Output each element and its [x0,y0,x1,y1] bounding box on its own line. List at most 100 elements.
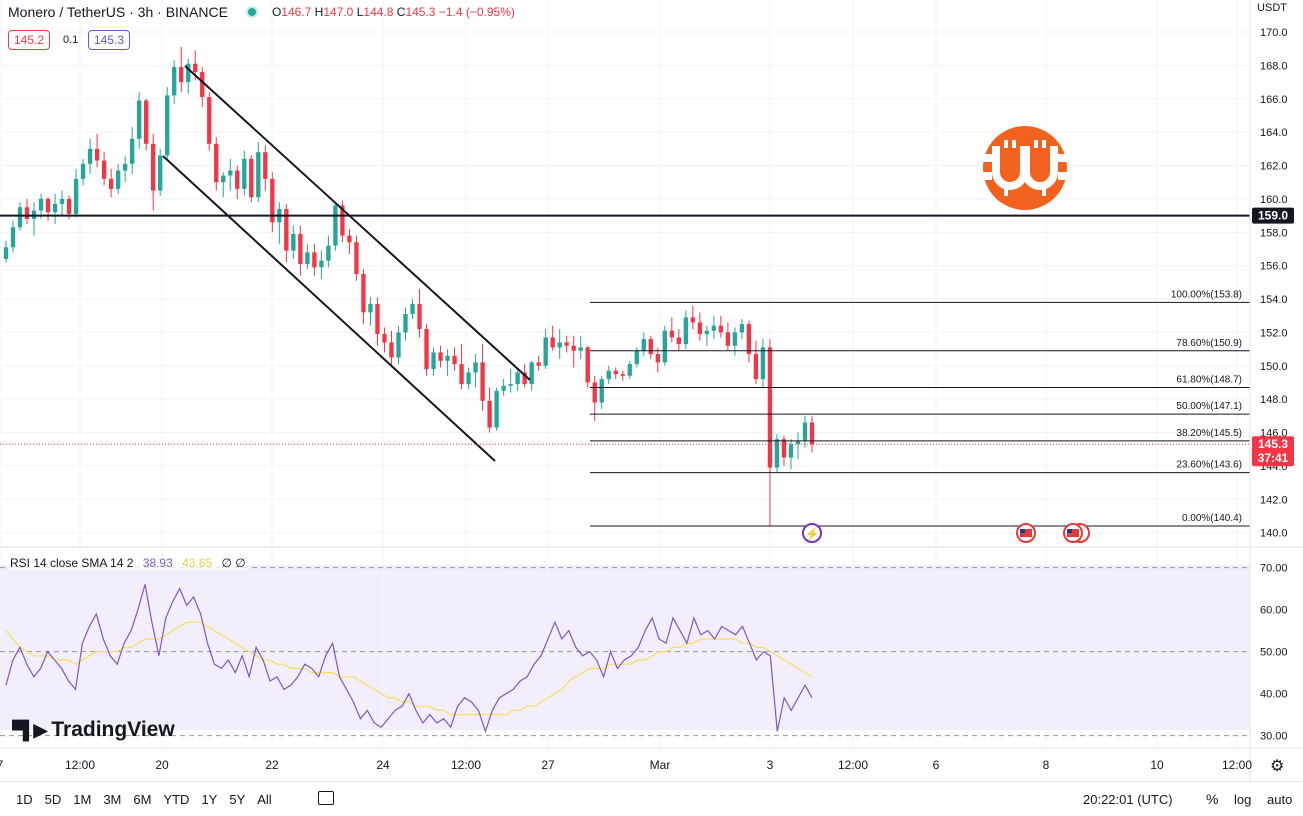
channel-upper-line[interactable] [184,65,531,381]
lightning-icon: ⚡ [805,527,820,541]
range-1m-button[interactable]: 1M [73,792,92,807]
rsi-tick-label: 50.00 [1260,647,1288,659]
candle-body [627,364,632,376]
price-tick-label: 142.0 [1260,494,1288,506]
log-scale-toggle[interactable]: log [1234,792,1252,807]
open-value: 146.7 [281,5,312,19]
price-tick-label: 148.0 [1260,394,1288,406]
tradingview-logo-text: TradingView [51,718,175,741]
ohlc-readout: O146.7 H147.0 L144.8 C145.3 −1.4 (−0.95%… [272,5,515,19]
sell-price-button[interactable]: 145.2 [8,30,51,50]
time-tick-label: Mar [650,758,671,772]
rsi-ma-line [5,621,813,716]
chart-canvas[interactable]: 100.00%(153.8) 78.60%(150.9) 61.80%(148.7)… [0,0,1303,781]
brand-coin-logo [980,124,1070,212]
range-1d-button[interactable]: 1D [16,792,33,807]
price-tick-label: 140.0 [1260,528,1288,540]
goto-date-calendar-icon[interactable] [318,791,334,805]
price-tick-label: 168.0 [1260,60,1288,72]
range-all-button[interactable]: All [257,792,272,807]
candle-body [319,260,324,268]
descending-channel[interactable] [162,65,531,462]
range-1y-button[interactable]: 1Y [201,792,218,807]
candle-body [38,198,44,211]
event-markers[interactable]: ⚡ [802,523,1090,543]
price-tick-label: 166.0 [1260,94,1288,106]
range-5d-button[interactable]: 5D [44,792,62,807]
date-range-buttons: 1D 5D 1M 3M 6M YTD 1Y 5Y All [10,792,278,807]
fib-level-label: 50.00%(147.1) [1176,401,1242,412]
symbol-header[interactable]: Monero / TetherUS · 3h · BINANCE O146.7 … [8,4,515,20]
candle-body [529,362,534,385]
price-axis-labels: 159.0 145.3 37:41 [1252,207,1294,467]
candle-body [305,252,310,264]
candle-body [466,372,471,385]
candle-body [326,245,331,261]
dividend-lightning-icon[interactable] [802,523,822,543]
candle-body [165,95,170,156]
price-tick-label: 152.0 [1260,327,1288,339]
rsi-axis[interactable]: 70.00 60.00 50.00 40.00 30.00 [1260,563,1288,743]
rsi-legend[interactable]: RSI 14 close SMA 14 2 38.93 43.65 ∅ ∅ [8,556,248,570]
symbol-title[interactable]: Monero / TetherUS · 3h · BINANCE [8,4,228,20]
time-tick-label: 12:00 [838,758,868,772]
candle-body [347,235,352,243]
candle-body [781,439,787,458]
fib-retracement[interactable]: 100.00%(153.8) 78.60%(150.9) 61.80%(148.7)… [590,289,1250,527]
candle-body [711,325,717,331]
candle-body [459,364,464,385]
candle-body [676,337,682,345]
candle-body [578,347,583,351]
close-value: 145.3 [405,5,436,19]
bar-countdown: 37:41 [1258,451,1289,465]
candle-body [242,158,247,189]
time-tick-label: 12:00 [1222,758,1252,772]
candle-body [59,198,65,204]
us-flag-icon [1020,529,1032,537]
price-tick-label: 160.0 [1260,194,1288,206]
candle-body [536,362,541,366]
range-6m-button[interactable]: 6M [133,792,152,807]
candle-body [571,345,576,351]
time-tick-label: 20 [155,758,169,772]
range-ytd-button[interactable]: YTD [163,792,190,807]
candle-body [662,330,667,363]
time-axis[interactable]: 7 12:00 20 22 24 12:00 27 Mar 3 12:00 6 8 10 12:00 [0,758,1252,772]
candle-body [354,242,359,274]
range-5y-button[interactable]: 5Y [229,792,246,807]
auto-scale-toggle[interactable]: auto [1267,792,1293,807]
high-value: 147.0 [323,5,354,19]
buy-price-button[interactable]: 145.3 [88,30,131,50]
market-open-status-icon[interactable] [247,8,256,16]
candle-body [221,175,226,183]
rsi-indicator-name[interactable]: RSI 14 close SMA 14 2 [10,556,134,570]
candle-body [73,178,79,214]
fib-level-label: 23.60%(143.6) [1176,460,1242,471]
chart-settings-gear-icon[interactable]: ⚙ [1270,758,1285,775]
candle-body [690,317,696,323]
candle-body [101,160,107,179]
candles-layer [3,47,815,526]
percent-scale-toggle[interactable]: % [1206,791,1219,807]
range-3m-button[interactable]: 3M [103,792,122,807]
candle-body [655,354,660,363]
candle-body [788,444,794,458]
price-tick-label: 158.0 [1260,227,1288,239]
candle-body [24,207,30,219]
price-tick-label: 154.0 [1260,294,1288,306]
time-tick-label: 10 [1150,758,1164,772]
spread-value: 0.1 [63,34,79,46]
candle-body [739,324,745,333]
candle-body [172,67,177,96]
low-value: 144.8 [363,5,394,19]
tradingview-logo[interactable]: ▀▌▶ TradingView [12,718,175,742]
candle-body [200,72,205,98]
us-flag-icon-3 [1067,529,1079,537]
candle-body [108,178,114,189]
utc-clock[interactable]: 20:22:01 (UTC) [1083,792,1173,807]
candle-body [634,350,639,365]
currency-selector[interactable]: USDT [1257,2,1287,14]
channel-lower-line[interactable] [162,155,496,462]
candle-body [151,143,156,191]
price-tick-label: 164.0 [1260,127,1288,139]
